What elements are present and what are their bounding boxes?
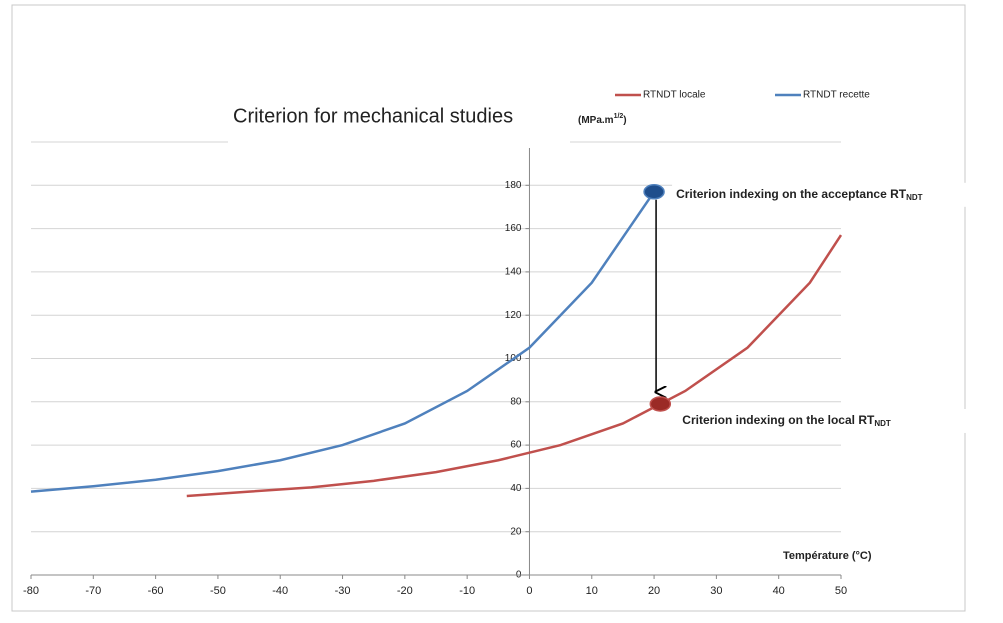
- x-tick-label: -70: [85, 585, 101, 597]
- series-line: [186, 234, 843, 498]
- y-tick-label: 40: [510, 483, 522, 494]
- annotation-marker: [649, 396, 672, 412]
- x-tick-label: -10: [459, 585, 475, 597]
- title-background: [228, 104, 570, 148]
- x-tick-label: -80: [23, 585, 39, 597]
- x-tick-label: -60: [148, 585, 164, 597]
- x-tick-label: -20: [397, 585, 413, 597]
- annotation-text: Criterion indexing on the acceptance RT: [676, 187, 907, 201]
- series-line: [30, 191, 656, 493]
- legend-label: RTNDT recette: [803, 90, 870, 101]
- annotation-subscript: NDT: [906, 193, 923, 202]
- x-tick-label: 50: [835, 585, 847, 597]
- y-tick-label: 80: [510, 396, 522, 407]
- annotation-subscript: NDT: [874, 419, 891, 428]
- legend-label: RTNDT locale: [643, 90, 706, 101]
- x-tick-label: 0: [526, 585, 532, 597]
- annotation: Criterion indexing on the acceptance RTN…: [676, 187, 923, 202]
- x-tick-label: -40: [272, 585, 288, 597]
- x-tick-label: 20: [648, 585, 660, 597]
- x-tick-label: -30: [335, 585, 351, 597]
- y-unit-text: (MPa.m: [578, 115, 614, 126]
- y-tick-label: 140: [505, 267, 522, 278]
- y-unit: (MPa.m1/2): [578, 113, 627, 126]
- annotation: Criterion indexing on the local RTNDT: [682, 413, 891, 428]
- x-tick-label: 10: [586, 585, 598, 597]
- y-tick-label: 180: [505, 180, 522, 191]
- annotation-text: Criterion indexing on the local RT: [682, 413, 875, 427]
- y-tick-label: 160: [505, 223, 522, 234]
- y-tick-label: 20: [510, 526, 522, 537]
- chart-title: Criterion for mechanical studies: [233, 105, 513, 127]
- annotation-marker: [643, 184, 665, 200]
- y-tick-label: 120: [505, 310, 522, 321]
- annotation-background: [672, 182, 973, 207]
- y-unit-suffix: ): [623, 115, 626, 126]
- frame: [11, 4, 966, 612]
- x-tick-label: -50: [210, 585, 226, 597]
- x-axis-label: Température (°C): [783, 550, 872, 562]
- annotation-background: [678, 408, 979, 433]
- y-tick-label: 60: [510, 440, 522, 451]
- y-unit-superscript: 1/2: [614, 113, 624, 120]
- x-tick-label: 30: [710, 585, 722, 597]
- x-tick-label: 40: [773, 585, 785, 597]
